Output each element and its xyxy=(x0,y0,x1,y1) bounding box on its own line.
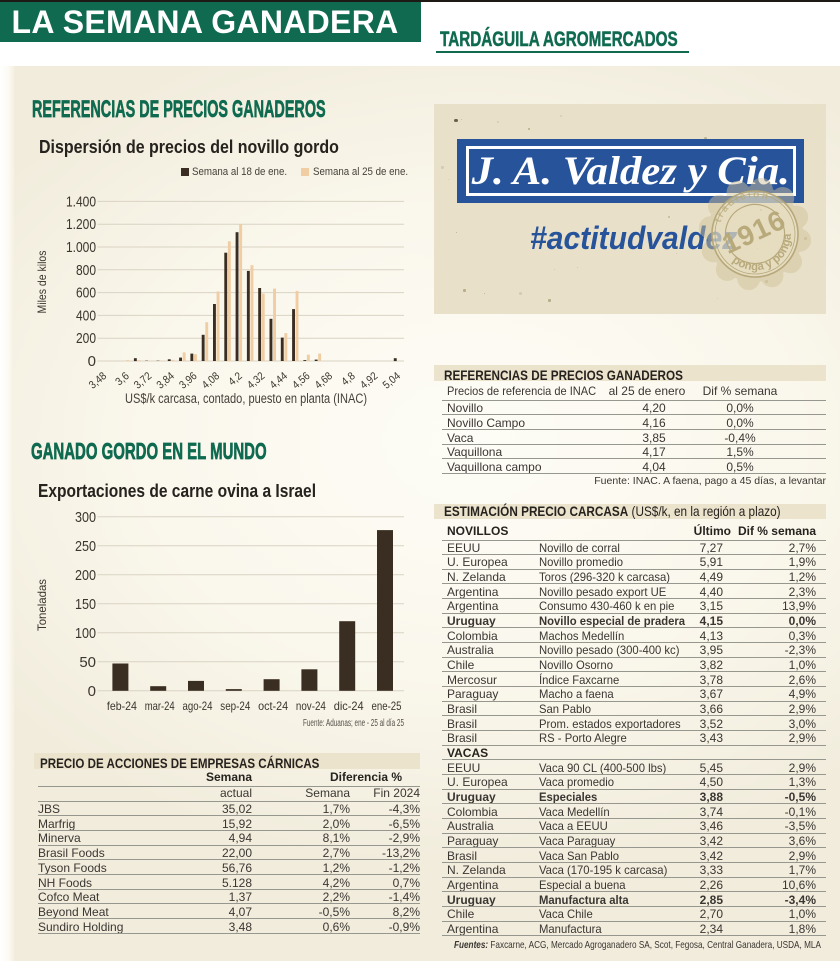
svg-text:300: 300 xyxy=(75,509,96,526)
svg-text:200: 200 xyxy=(75,567,96,584)
svg-text:feb-24: feb-24 xyxy=(107,699,137,713)
svg-text:mar-24: mar-24 xyxy=(145,699,175,713)
svg-text:0: 0 xyxy=(88,683,96,700)
svg-text:ago-24: ago-24 xyxy=(183,699,213,713)
svg-text:Fuente: Aduanas; ene - 25 al d: Fuente: Aduanas; ene - 25 al día 25 xyxy=(303,718,404,729)
svg-text:Miles de kilos: Miles de kilos xyxy=(35,251,49,314)
svg-text:150: 150 xyxy=(75,596,96,613)
svg-text:4,8: 4,8 xyxy=(339,370,357,388)
svg-text:5,04: 5,04 xyxy=(381,370,403,391)
svg-text:400: 400 xyxy=(76,307,96,324)
svg-text:ene-25: ene-25 xyxy=(372,699,402,713)
svg-text:4,44: 4,44 xyxy=(268,370,290,391)
svg-text:200: 200 xyxy=(76,330,96,347)
svg-text:4,68: 4,68 xyxy=(313,370,335,391)
svg-text:US$/k carcasa, contado, puesto: US$/k carcasa, contado, puesto en planta… xyxy=(125,391,367,406)
svg-text:4,32: 4,32 xyxy=(245,370,267,391)
svg-text:100: 100 xyxy=(75,625,96,642)
svg-text:4,2: 4,2 xyxy=(226,370,244,388)
svg-text:800: 800 xyxy=(76,262,96,279)
svg-text:oct-24: oct-24 xyxy=(258,699,288,713)
svg-text:nov-24: nov-24 xyxy=(296,699,326,713)
svg-text:4,56: 4,56 xyxy=(290,370,312,391)
svg-text:600: 600 xyxy=(76,285,96,302)
svg-text:250: 250 xyxy=(75,538,96,555)
svg-text:50: 50 xyxy=(79,654,96,671)
svg-text:4,92: 4,92 xyxy=(358,370,380,391)
svg-text:0: 0 xyxy=(88,353,96,370)
svg-text:1.200: 1.200 xyxy=(66,216,96,233)
svg-text:dic-24: dic-24 xyxy=(334,699,364,713)
svg-text:3,84: 3,84 xyxy=(155,370,177,391)
svg-text:Toneladas: Toneladas xyxy=(35,579,49,631)
svg-text:4,08: 4,08 xyxy=(200,370,222,391)
svg-text:3,96: 3,96 xyxy=(177,370,199,391)
svg-text:3,6: 3,6 xyxy=(113,370,131,388)
svg-text:3,72: 3,72 xyxy=(132,370,154,391)
svg-text:3,48: 3,48 xyxy=(87,370,109,391)
svg-text:sep-24: sep-24 xyxy=(220,699,250,713)
svg-text:1.000: 1.000 xyxy=(66,239,96,256)
svg-text:1.400: 1.400 xyxy=(66,193,96,210)
